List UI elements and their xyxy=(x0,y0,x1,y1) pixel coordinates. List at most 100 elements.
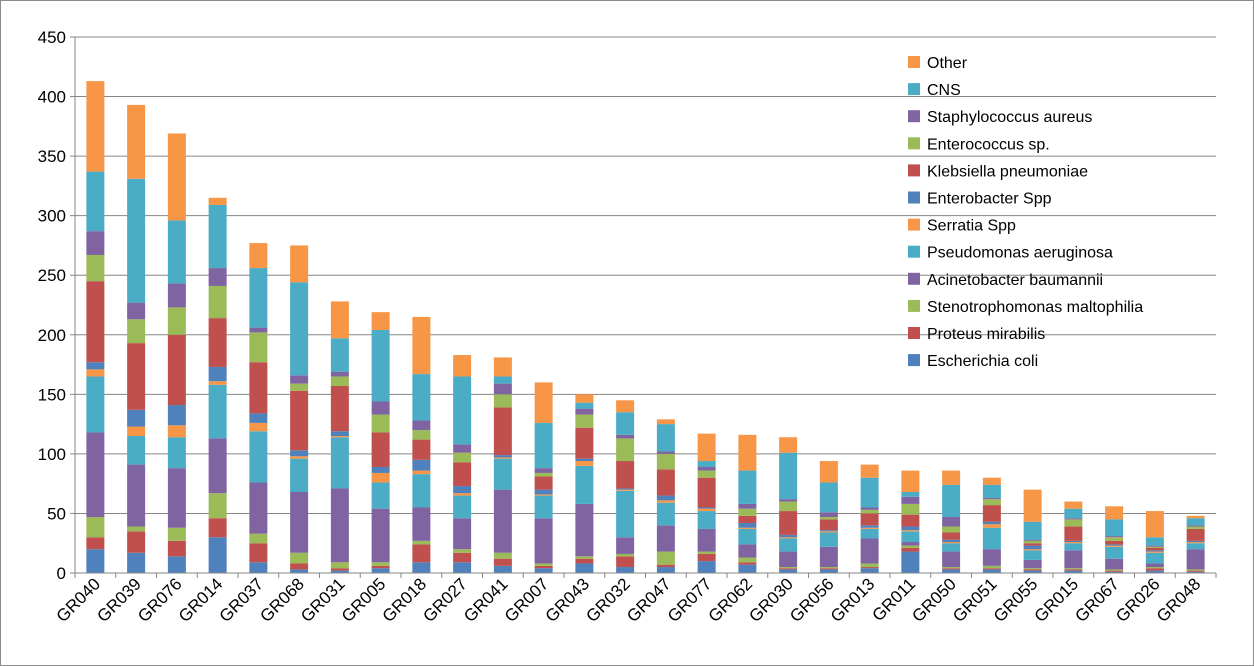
bar-segment-enterococcus-sp xyxy=(738,508,757,516)
bar-segment-enterococcus-sp xyxy=(1023,540,1042,544)
bar-segment-other xyxy=(86,81,105,172)
legend-label: Enterococcus sp. xyxy=(927,136,1050,153)
bar-stack-gr056 xyxy=(819,461,838,573)
legend-item-other: Other xyxy=(908,55,968,72)
bar-segment-acinetobacter-baumannii xyxy=(290,492,309,553)
bar-segment-proteus-mirabilis xyxy=(371,565,390,569)
bar-segment-staphylococcus-aureus xyxy=(738,503,757,509)
bar-segment-staphylococcus-aureus xyxy=(1105,536,1124,538)
bar-segment-pseudomonas-aeruginosa xyxy=(575,465,594,504)
bar-segment-proteus-mirabilis xyxy=(167,540,186,557)
bar-stack-gr047 xyxy=(656,419,675,573)
x-tick-label: GR037 xyxy=(216,574,268,626)
bar-segment-stenotrophomonas-maltophilia xyxy=(860,563,879,568)
bar-segment-enterococcus-sp xyxy=(330,376,349,386)
legend-item-enterobacter-spp: Enterobacter Spp xyxy=(908,191,1052,208)
bar-segment-escherichia-coli xyxy=(1105,571,1124,573)
bar-segment-serratia-spp xyxy=(1105,545,1124,547)
bar-segment-enterobacter-spp xyxy=(1064,540,1083,543)
bar-segment-cns xyxy=(412,374,431,421)
bar-stack-gr007 xyxy=(534,382,553,573)
bar-segment-enterobacter-spp xyxy=(575,458,594,462)
bar-segment-klebsiella-pneumoniae xyxy=(942,532,961,540)
bar-segment-serratia-spp xyxy=(1145,551,1164,553)
bar-segment-pseudomonas-aeruginosa xyxy=(697,511,716,529)
legend-swatch xyxy=(908,137,920,150)
bar-segment-enterococcus-sp xyxy=(208,285,227,319)
bar-segment-cns xyxy=(779,452,798,500)
bar-segment-acinetobacter-baumannii xyxy=(738,544,757,558)
bar-segment-acinetobacter-baumannii xyxy=(86,432,105,518)
bar-segment-escherichia-coli xyxy=(697,561,716,573)
bar-segment-stenotrophomonas-maltophilia xyxy=(901,545,920,548)
bar-segment-stenotrophomonas-maltophilia xyxy=(942,567,961,569)
bar-segment-other xyxy=(1105,506,1124,520)
legend-label: Pseudomonas aeruginosa xyxy=(927,245,1113,262)
bar-segment-enterococcus-sp xyxy=(412,430,431,440)
bar-segment-enterobacter-spp xyxy=(86,362,105,370)
bar-segment-enterococcus-sp xyxy=(901,503,920,515)
bar-segment-enterococcus-sp xyxy=(697,470,716,478)
bar-segment-stenotrophomonas-maltophilia xyxy=(493,552,512,559)
bar-segment-escherichia-coli xyxy=(249,562,268,573)
bar-segment-pseudomonas-aeruginosa xyxy=(901,531,920,543)
bar-segment-enterobacter-spp xyxy=(1186,540,1205,543)
bar-stack-gr005 xyxy=(371,312,390,573)
x-tick-label: GR032 xyxy=(582,574,634,626)
bar-segment-enterococcus-sp xyxy=(534,472,553,477)
bar-segment-escherichia-coli xyxy=(616,567,635,573)
bar-segment-enterococcus-sp xyxy=(1186,526,1205,529)
bar-segment-escherichia-coli xyxy=(575,563,594,573)
x-tick-label: GR055 xyxy=(990,574,1042,626)
bar-segment-acinetobacter-baumannii xyxy=(371,508,390,563)
bar-segment-serratia-spp xyxy=(942,542,961,544)
bar-segment-proteus-mirabilis xyxy=(901,547,920,552)
bar-segment-cns xyxy=(86,171,105,232)
bar-segment-staphylococcus-aureus xyxy=(575,408,594,415)
bar-segment-proteus-mirabilis xyxy=(982,568,1001,570)
y-tick-label: 300 xyxy=(38,207,66,226)
bar-segment-cns xyxy=(208,204,227,269)
y-tick-label: 450 xyxy=(38,28,66,47)
bar-segment-klebsiella-pneumoniae xyxy=(371,432,390,467)
bar-segment-serratia-spp xyxy=(616,489,635,491)
bar-segment-cns xyxy=(616,412,635,435)
bar-segment-staphylococcus-aureus xyxy=(1064,518,1083,520)
bar-segment-enterobacter-spp xyxy=(453,486,472,494)
x-tick-label: GR031 xyxy=(297,574,349,626)
bar-segment-klebsiella-pneumoniae xyxy=(1105,540,1124,545)
bar-segment-pseudomonas-aeruginosa xyxy=(534,495,553,519)
bar-segment-pseudomonas-aeruginosa xyxy=(616,490,635,538)
bar-segment-enterobacter-spp xyxy=(616,488,635,490)
y-tick-label: 100 xyxy=(38,445,66,464)
bar-segment-klebsiella-pneumoniae xyxy=(616,461,635,489)
bar-segment-serratia-spp xyxy=(779,537,798,539)
bar-segment-staphylococcus-aureus xyxy=(371,401,390,415)
bar-segment-cns xyxy=(453,376,472,445)
bar-segment-enterococcus-sp xyxy=(493,394,512,408)
x-tick-label: GR026 xyxy=(1112,574,1164,626)
bar-segment-pseudomonas-aeruginosa xyxy=(493,458,512,490)
bar-segment-staphylococcus-aureus xyxy=(249,327,268,333)
bar-segment-enterococcus-sp xyxy=(779,501,798,512)
bar-segment-enterococcus-sp xyxy=(819,517,838,520)
bar-segment-stenotrophomonas-maltophilia xyxy=(738,557,757,563)
bar-segment-stenotrophomonas-maltophilia xyxy=(167,527,186,541)
bar-segment-enterobacter-spp xyxy=(208,366,227,382)
bar-segment-cns xyxy=(127,178,146,303)
bar-segment-other xyxy=(330,301,349,339)
x-tick-label: GR007 xyxy=(501,574,553,626)
bar-segment-escherichia-coli xyxy=(819,569,838,573)
bar-stack-gr077 xyxy=(697,433,716,573)
legend-label: Proteus mirabilis xyxy=(927,326,1045,343)
bar-segment-serratia-spp xyxy=(738,527,757,529)
bar-segment-pseudomonas-aeruginosa xyxy=(371,482,390,509)
bar-stack-gr011 xyxy=(901,470,920,573)
bar-segment-pseudomonas-aeruginosa xyxy=(167,437,186,469)
bar-segment-pseudomonas-aeruginosa xyxy=(942,543,961,552)
bar-segment-pseudomonas-aeruginosa xyxy=(738,528,757,545)
bar-segment-proteus-mirabilis xyxy=(575,558,594,564)
bar-segment-proteus-mirabilis xyxy=(616,556,635,568)
bar-segment-serratia-spp xyxy=(493,457,512,459)
